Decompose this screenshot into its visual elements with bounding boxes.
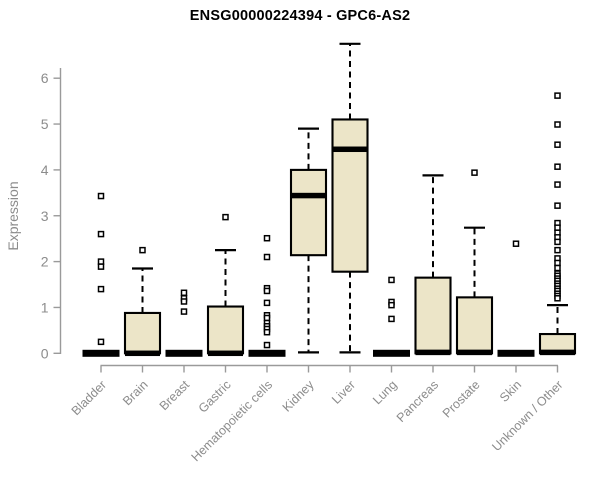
x-category-label-liver: Liver [329,378,358,407]
x-category-label-prostate: Prostate [440,378,483,421]
box-collapsed-bladder [82,349,120,357]
outlier-hematopoietic-cells [263,299,271,307]
outlier-bladder [97,192,105,200]
x-category-label-kidney: Kidney [280,377,317,414]
outlier-breast [180,298,188,305]
outlier-breast [180,308,188,315]
box-collapsed-breast [165,349,203,357]
box-pancreas [414,276,452,355]
box-kidney [289,168,328,257]
outlier-bladder [97,338,105,346]
x-category-label-breast: Breast [157,377,193,413]
outlier-bladder [97,230,105,238]
outlier-hematopoietic-cells [263,253,271,261]
x-category-label-lung: Lung [370,378,400,408]
x-category-label-unknown-other: Unknown / Other [489,378,565,454]
x-category-label-brain: Brain [120,378,151,409]
outlier-lung [388,315,395,323]
box-collapsed-hematopoietic-cells [248,349,286,357]
x-category-label-gastric: Gastric [196,378,234,416]
y-tick-label: 2 [41,254,49,270]
median-brain [125,350,160,357]
outlier-unknown-other [554,259,561,267]
outlier-lung [388,301,395,309]
outlier-prostate [471,169,478,176]
outlier-hematopoietic-cells [263,234,271,242]
y-tick-label: 4 [41,162,49,178]
outlier-unknown-other [554,92,561,99]
box-brain [123,311,162,355]
outlier-unknown-other [554,246,561,254]
outlier-hematopoietic-cells [263,341,271,349]
outlier-brain [139,246,146,254]
outlier-unknown-other [554,238,561,246]
box-liver [331,118,369,273]
median-kidney [291,192,326,199]
outlier-unknown-other [554,264,561,272]
x-category-label-hematopoietic-cells: Hematopoietic cells [189,378,276,465]
outlier-unknown-other [554,141,561,148]
outlier-bladder [97,263,105,270]
y-tick-label: 1 [41,299,49,315]
outlier-unknown-other [554,121,561,128]
outlier-lung [388,276,395,284]
outlier-bladder [97,258,105,265]
box-gastric [206,305,245,355]
outlier-hematopoietic-cells [263,287,271,295]
x-category-label-pancreas: Pancreas [394,378,441,425]
y-tick-label: 0 [41,345,49,361]
y-tick-label: 3 [41,208,49,224]
y-tick-label: 5 [41,116,49,132]
median-liver [332,146,368,153]
outlier-unknown-other [554,163,561,170]
outlier-unknown-other [554,295,561,302]
y-tick-label: 6 [41,70,49,86]
median-pancreas [415,349,451,356]
outlier-bladder [97,285,105,293]
box-prostate [455,296,494,355]
outlier-breast [180,289,188,297]
outlier-unknown-other [554,181,561,188]
outlier-gastric [222,213,229,221]
outlier-unknown-other [554,224,561,231]
median-unknown-other [540,349,575,356]
box-collapsed-skin [497,349,535,357]
x-category-label-bladder: Bladder [69,378,109,418]
outlier-skin [512,240,520,247]
chart-title: ENSG00000224394 - GPC6-AS2 [189,8,411,24]
box-collapsed-lung [373,349,410,357]
median-prostate [457,349,492,356]
outlier-hematopoietic-cells [263,314,271,322]
outlier-hematopoietic-cells [263,328,271,336]
outlier-unknown-other [554,202,561,209]
x-category-label-skin: Skin [497,378,524,405]
median-gastric [208,350,243,357]
